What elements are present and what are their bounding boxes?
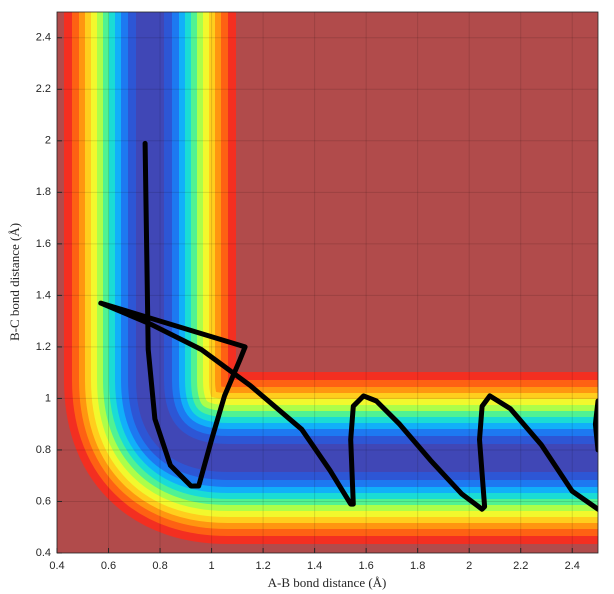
x-tick-label: 0.8 [152, 560, 167, 572]
y-tick-label: 2.4 [36, 32, 51, 44]
x-tick-label: 1.8 [410, 560, 425, 572]
y-tick-label: 1.8 [36, 186, 51, 198]
trajectory [98, 140, 598, 512]
y-tick-label: 0.8 [36, 444, 51, 456]
x-tick-label: 0.6 [101, 560, 116, 572]
x-tick-label: 1.4 [307, 560, 322, 572]
x-axis-label: A-B bond distance (Å) [268, 575, 387, 590]
x-tick-label: 2.2 [513, 560, 528, 572]
x-tick-label: 1.2 [255, 560, 270, 572]
plot-frame [56, 11, 599, 554]
y-tick-label: 2 [45, 135, 51, 147]
y-tick-label: 0.6 [36, 495, 51, 507]
y-tick-label: 1 [45, 392, 51, 404]
y-tick-label: 0.4 [36, 547, 51, 559]
y-axis-label: B-C bond distance (Å) [7, 223, 22, 341]
y-tick-label: 1.2 [36, 341, 51, 353]
x-tick-label: 2 [466, 560, 472, 572]
x-tick-label: 2.4 [565, 560, 580, 572]
x-tick-label: 0.4 [49, 560, 64, 572]
y-tick-label: 1.4 [36, 289, 51, 301]
x-tick-label: 1 [209, 560, 215, 572]
y-tick-label: 1.6 [36, 238, 51, 250]
y-tick-label: 2.2 [36, 83, 51, 95]
x-tick-label: 1.6 [358, 560, 373, 572]
trajectory-layer [98, 140, 598, 512]
